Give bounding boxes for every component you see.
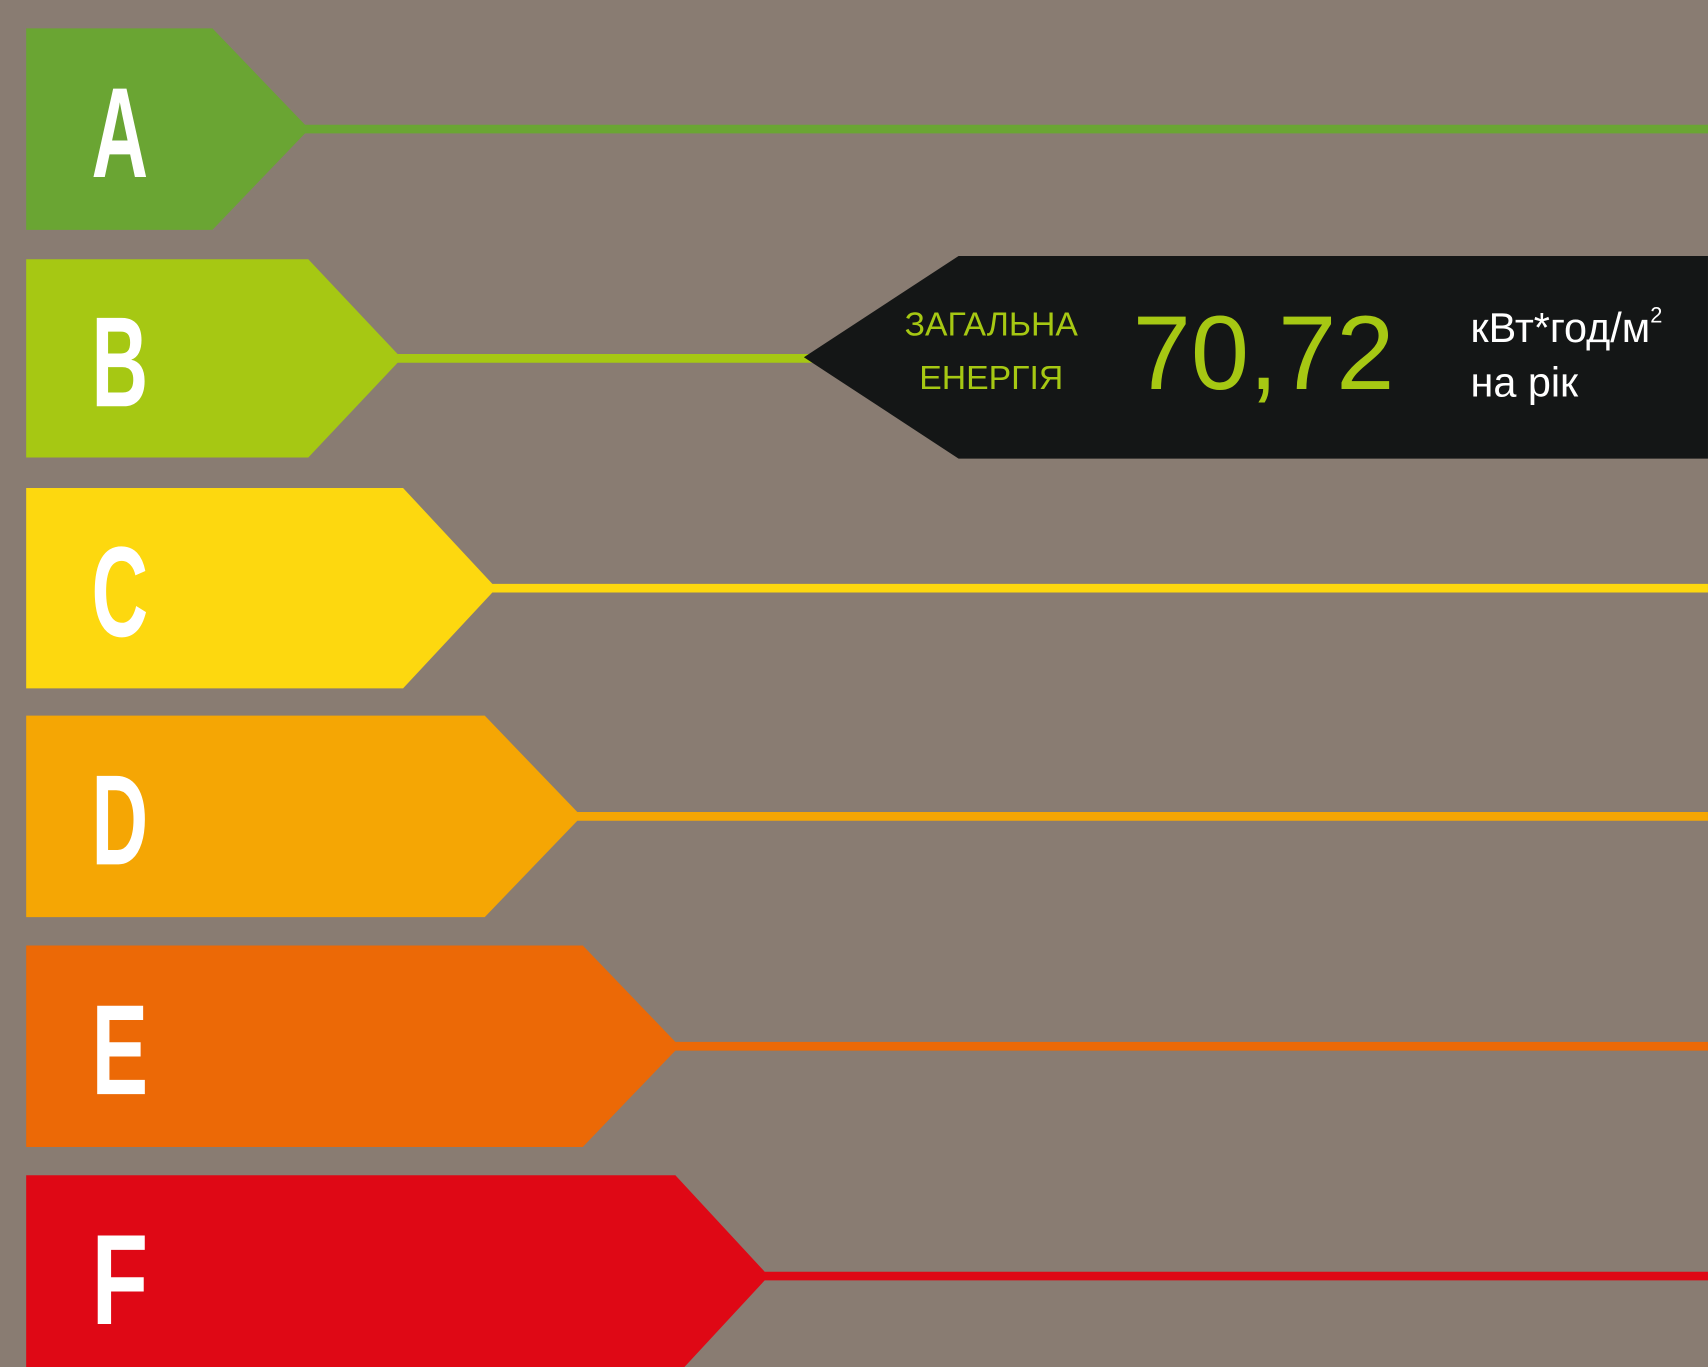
class-letter: D — [92, 749, 149, 892]
class-arrow — [26, 487, 1708, 689]
class-letter: B — [92, 291, 149, 434]
indicator-label: ЕНЕРГІЯ — [919, 359, 1063, 397]
unit-text: кВт*год/м — [1471, 305, 1651, 351]
class-arrow — [26, 28, 1708, 230]
class-arrow — [26, 715, 1708, 918]
class-letter: A — [92, 62, 149, 205]
indicator-value: 70,72 — [1133, 295, 1395, 412]
class-letter: C — [92, 521, 149, 664]
class-letter: F — [92, 1209, 149, 1352]
unit-power: 2 — [1650, 302, 1662, 327]
indicator-unit: на рік — [1471, 359, 1580, 405]
indicator-label: ЗАГАЛЬНА — [905, 305, 1079, 343]
class-arrow — [26, 259, 828, 458]
indicator-unit: кВт*год/м2 — [1471, 302, 1663, 351]
class-letter: E — [92, 979, 149, 1122]
indicator-pointer — [803, 255, 1708, 459]
class-arrow — [26, 1175, 1708, 1367]
class-arrow — [26, 945, 1708, 1147]
